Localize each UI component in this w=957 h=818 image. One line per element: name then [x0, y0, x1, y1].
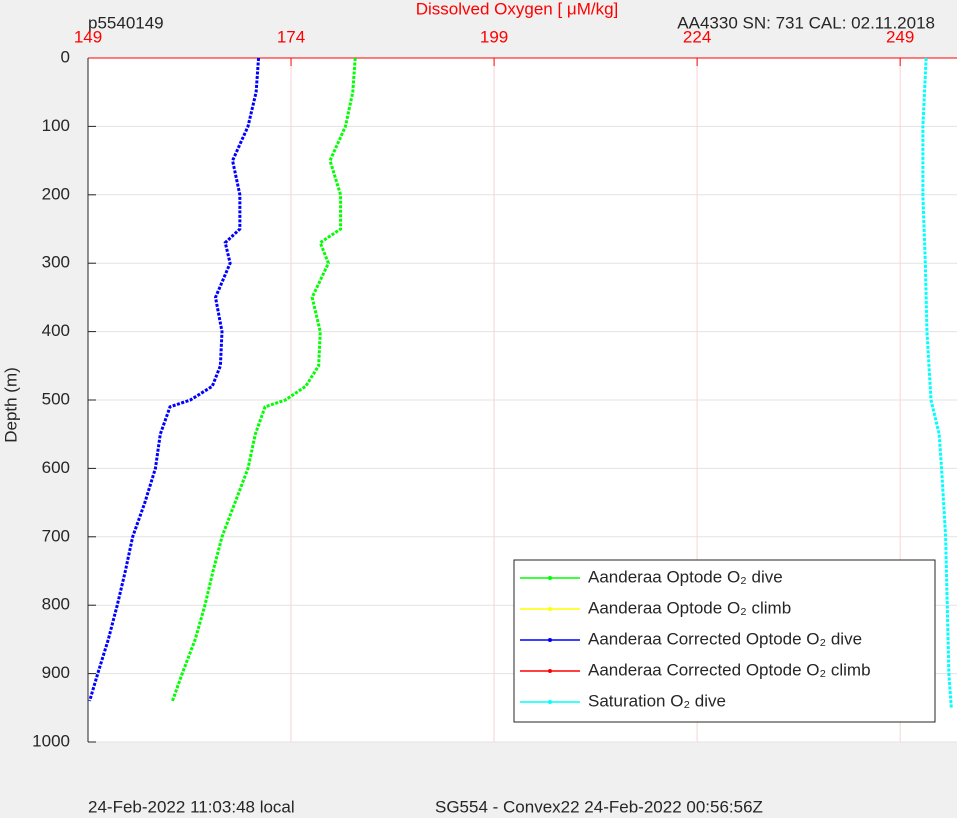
y-tick-label: 400: [42, 321, 70, 340]
legend-label: Saturation O₂ dive: [588, 691, 726, 710]
bottom-center-note: SG554 - Convex22 24-Feb-2022 00:56:56Z: [435, 797, 763, 816]
y-tick-label: 900: [42, 663, 70, 682]
bottom-left-note: 24-Feb-2022 11:03:48 local: [88, 797, 295, 816]
top-right-note: AA4330 SN: 731 CAL: 02.11.2018: [677, 13, 935, 32]
x-tick-label: 199: [480, 27, 508, 46]
y-tick-label: 700: [42, 526, 70, 545]
legend-label: Aanderaa Optode O₂ dive: [588, 567, 783, 586]
y-tick-label: 600: [42, 458, 70, 477]
legend-label: Aanderaa Corrected Optode O₂ dive: [588, 629, 862, 648]
legend-box: [513, 559, 936, 723]
y-tick-label: 1000: [32, 731, 70, 750]
legend-marker: [548, 700, 552, 704]
legend-marker: [548, 576, 552, 580]
series-line: [921, 57, 953, 708]
legend-marker: [548, 669, 552, 673]
y-tick-label: 200: [42, 184, 70, 203]
x-tick-label: 224: [683, 27, 711, 46]
legend-marker: [548, 638, 552, 642]
chart-title: Dissolved Oxygen [ μM/kg]: [416, 0, 619, 18]
y-tick-label: 300: [42, 253, 70, 272]
legend-label: Aanderaa Corrected Optode O₂ climb: [588, 660, 871, 679]
x-tick-label: 149: [74, 27, 102, 46]
y-tick-label: 100: [42, 116, 70, 135]
legend-marker: [548, 607, 552, 611]
legend-label: Aanderaa Optode O₂ climb: [588, 598, 791, 617]
y-tick-label: 0: [61, 47, 70, 66]
top-left-note: p5540149: [88, 13, 164, 32]
y-tick-label: 800: [42, 595, 70, 614]
y-tick-label: 500: [42, 389, 70, 408]
series-line: [171, 57, 357, 702]
y-axis-label: Depth (m): [1, 367, 20, 443]
x-tick-label: 249: [886, 27, 914, 46]
x-tick-label: 174: [277, 27, 305, 46]
